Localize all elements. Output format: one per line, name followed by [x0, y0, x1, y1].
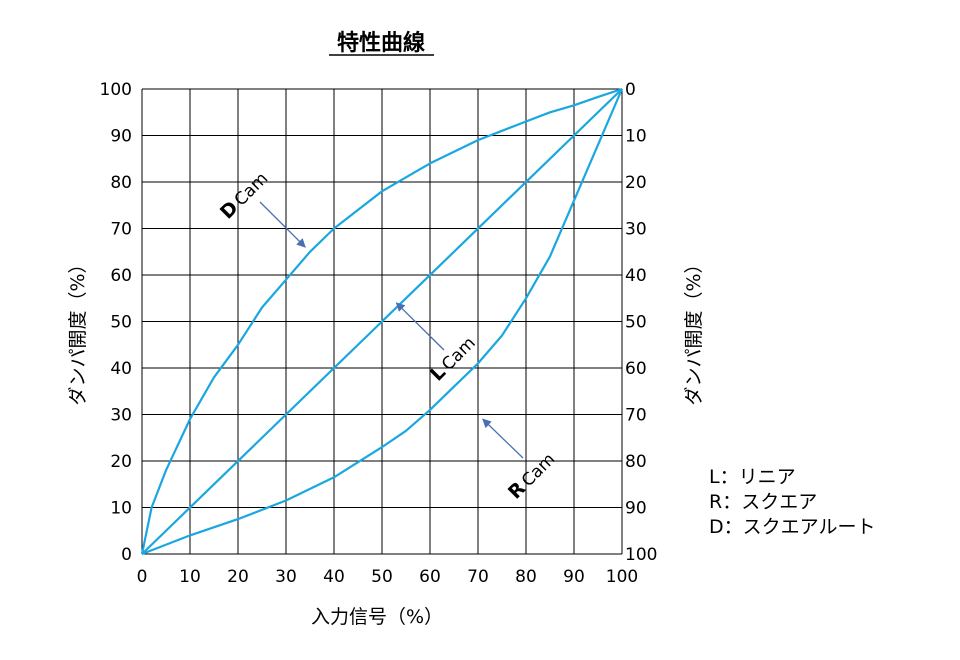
y-tick-label-right: 40	[625, 266, 647, 286]
y-tick-label-left: 70	[110, 220, 132, 240]
series-line-d-cam	[140, 87, 623, 555]
legend: L：リニア R：スクエア D：スクエアルート	[709, 466, 875, 538]
y-tick-label-right: 50	[625, 313, 647, 333]
y-tick-label-right: 100	[625, 545, 657, 565]
legend-item-d: D：スクエアルート	[709, 516, 875, 538]
y-tick-label-right: 90	[625, 499, 647, 519]
annotation-r-cam: RCam	[504, 448, 560, 504]
x-tick-label: 80	[515, 567, 537, 587]
x-tick-label: 60	[419, 567, 441, 587]
y-tick-label-left: 100	[100, 80, 132, 100]
legend-item-l: L：リニア	[709, 466, 796, 488]
y-tick-label-right: 60	[625, 359, 647, 379]
x-tick-label: 90	[563, 567, 585, 587]
x-tick-labels: 0 10 20 30 40 50 60 70 80 90 100	[137, 567, 639, 587]
annotation-arrow-d-cam	[259, 201, 306, 248]
x-tick-label: 0	[137, 567, 148, 587]
annotation-d-cam: DCam	[216, 167, 272, 223]
x-tick-label: 40	[323, 567, 345, 587]
y-tick-label-left: 0	[121, 545, 132, 565]
y-tick-label-left: 10	[110, 499, 132, 519]
y-tick-labels-left: 0 10 20 30 40 50 60 70 80 90 100	[100, 80, 132, 565]
annotation-arrow-r-cam	[482, 418, 524, 459]
series-lines	[140, 87, 624, 556]
x-tick-label: 10	[179, 567, 201, 587]
y-tick-label-right: 20	[625, 173, 647, 193]
series-line-l-cam	[141, 88, 623, 555]
y-axis-title-left: ダンパ開度（%）	[67, 254, 89, 405]
y-tick-label-left: 50	[110, 313, 132, 333]
x-axis-title: 入力信号（%）	[311, 606, 443, 628]
x-tick-label: 70	[467, 567, 489, 587]
y-tick-label-right: 30	[625, 220, 647, 240]
series-line-r-cam	[141, 88, 624, 556]
y-tick-label-right: 80	[625, 452, 647, 472]
y-axis-title-right: ダンパ開度（%）	[683, 254, 705, 405]
y-tick-label-right: 70	[625, 406, 647, 426]
y-tick-label-left: 40	[110, 359, 132, 379]
x-tick-label: 20	[227, 567, 249, 587]
y-tick-label-right: 10	[625, 127, 647, 147]
y-tick-label-left: 60	[110, 266, 132, 286]
y-tick-label-left: 30	[110, 406, 132, 426]
x-tick-label: 50	[371, 567, 393, 587]
y-tick-label-left: 80	[110, 173, 132, 193]
legend-item-r: R：スクエア	[709, 491, 817, 513]
y-tick-label-left: 20	[110, 452, 132, 472]
y-tick-label-left: 90	[110, 127, 132, 147]
y-tick-label-right: 0	[625, 80, 636, 100]
x-tick-label: 100	[606, 567, 638, 587]
chart-title: 特性曲線	[337, 30, 425, 56]
x-tick-label: 30	[275, 567, 297, 587]
annotation-arrow-l-cam	[395, 302, 445, 351]
